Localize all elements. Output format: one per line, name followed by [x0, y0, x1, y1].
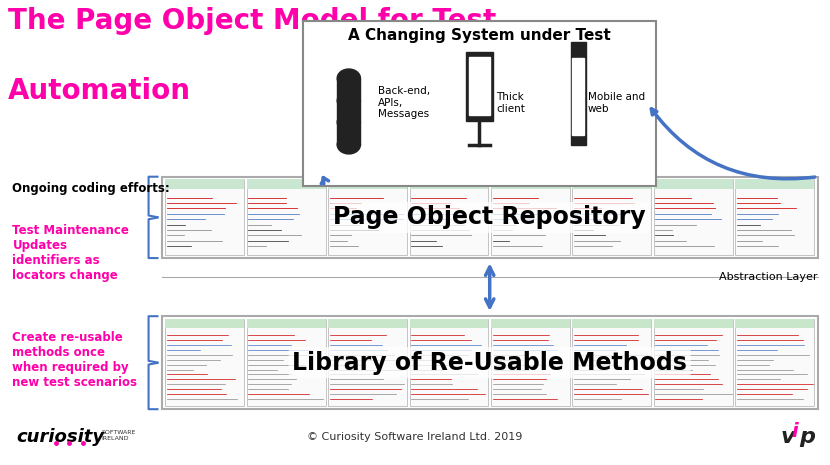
FancyBboxPatch shape [409, 319, 488, 406]
FancyBboxPatch shape [654, 179, 733, 255]
Text: p: p [799, 427, 815, 447]
FancyBboxPatch shape [409, 179, 488, 189]
Text: Page Object Repository: Page Object Repository [334, 206, 646, 229]
Text: Thick
client: Thick client [496, 92, 525, 113]
Text: Test Maintenance
Updates
identifiers as
locators change: Test Maintenance Updates identifiers as … [12, 225, 129, 282]
FancyBboxPatch shape [735, 319, 814, 328]
Ellipse shape [337, 135, 360, 154]
FancyBboxPatch shape [735, 179, 814, 189]
FancyBboxPatch shape [573, 58, 584, 134]
Text: Mobile and
web: Mobile and web [588, 92, 645, 113]
FancyBboxPatch shape [573, 319, 652, 328]
Ellipse shape [337, 113, 360, 132]
Ellipse shape [337, 69, 360, 87]
Text: The Page Object Model for Test: The Page Object Model for Test [8, 7, 496, 35]
FancyBboxPatch shape [573, 319, 652, 406]
FancyBboxPatch shape [654, 319, 733, 406]
FancyBboxPatch shape [165, 319, 244, 328]
Text: v: v [780, 427, 794, 447]
FancyBboxPatch shape [303, 21, 656, 186]
Text: Back-end,
APIs,
Messages: Back-end, APIs, Messages [378, 86, 430, 120]
FancyBboxPatch shape [328, 319, 407, 328]
Text: SOFTWARE
IRELAND: SOFTWARE IRELAND [101, 430, 135, 441]
FancyBboxPatch shape [247, 319, 325, 328]
FancyBboxPatch shape [654, 179, 733, 189]
FancyBboxPatch shape [162, 177, 818, 258]
FancyBboxPatch shape [466, 52, 493, 121]
FancyBboxPatch shape [654, 319, 733, 328]
FancyBboxPatch shape [573, 179, 652, 189]
FancyBboxPatch shape [165, 179, 244, 255]
FancyBboxPatch shape [247, 179, 325, 189]
FancyBboxPatch shape [328, 179, 407, 255]
FancyBboxPatch shape [165, 319, 244, 406]
FancyBboxPatch shape [247, 179, 325, 255]
FancyBboxPatch shape [409, 179, 488, 255]
FancyBboxPatch shape [491, 319, 570, 406]
FancyBboxPatch shape [491, 179, 570, 255]
FancyBboxPatch shape [573, 179, 652, 255]
FancyBboxPatch shape [468, 57, 490, 115]
FancyBboxPatch shape [337, 78, 360, 145]
FancyBboxPatch shape [491, 179, 570, 189]
FancyBboxPatch shape [247, 319, 325, 406]
FancyBboxPatch shape [328, 319, 407, 406]
Text: Automation: Automation [8, 77, 191, 105]
Text: © Curiosity Software Ireland Ltd. 2019: © Curiosity Software Ireland Ltd. 2019 [307, 432, 523, 442]
FancyBboxPatch shape [735, 319, 814, 406]
Text: i: i [791, 422, 798, 441]
Text: Abstraction Layer: Abstraction Layer [719, 272, 818, 282]
Text: A Changing System under Test: A Changing System under Test [348, 28, 611, 43]
FancyBboxPatch shape [165, 179, 244, 189]
Text: Create re-usable
methods once
when required by
new test scenarios: Create re-usable methods once when requi… [12, 332, 138, 389]
Text: Ongoing coding efforts:: Ongoing coding efforts: [12, 182, 170, 195]
Text: curiosity: curiosity [17, 428, 105, 446]
FancyBboxPatch shape [162, 316, 818, 409]
FancyBboxPatch shape [571, 42, 586, 145]
Text: Library of Re-Usable Methods: Library of Re-Usable Methods [292, 351, 687, 375]
Ellipse shape [337, 92, 360, 110]
FancyBboxPatch shape [491, 319, 570, 328]
FancyBboxPatch shape [409, 319, 488, 328]
FancyBboxPatch shape [328, 179, 407, 189]
FancyBboxPatch shape [735, 179, 814, 255]
